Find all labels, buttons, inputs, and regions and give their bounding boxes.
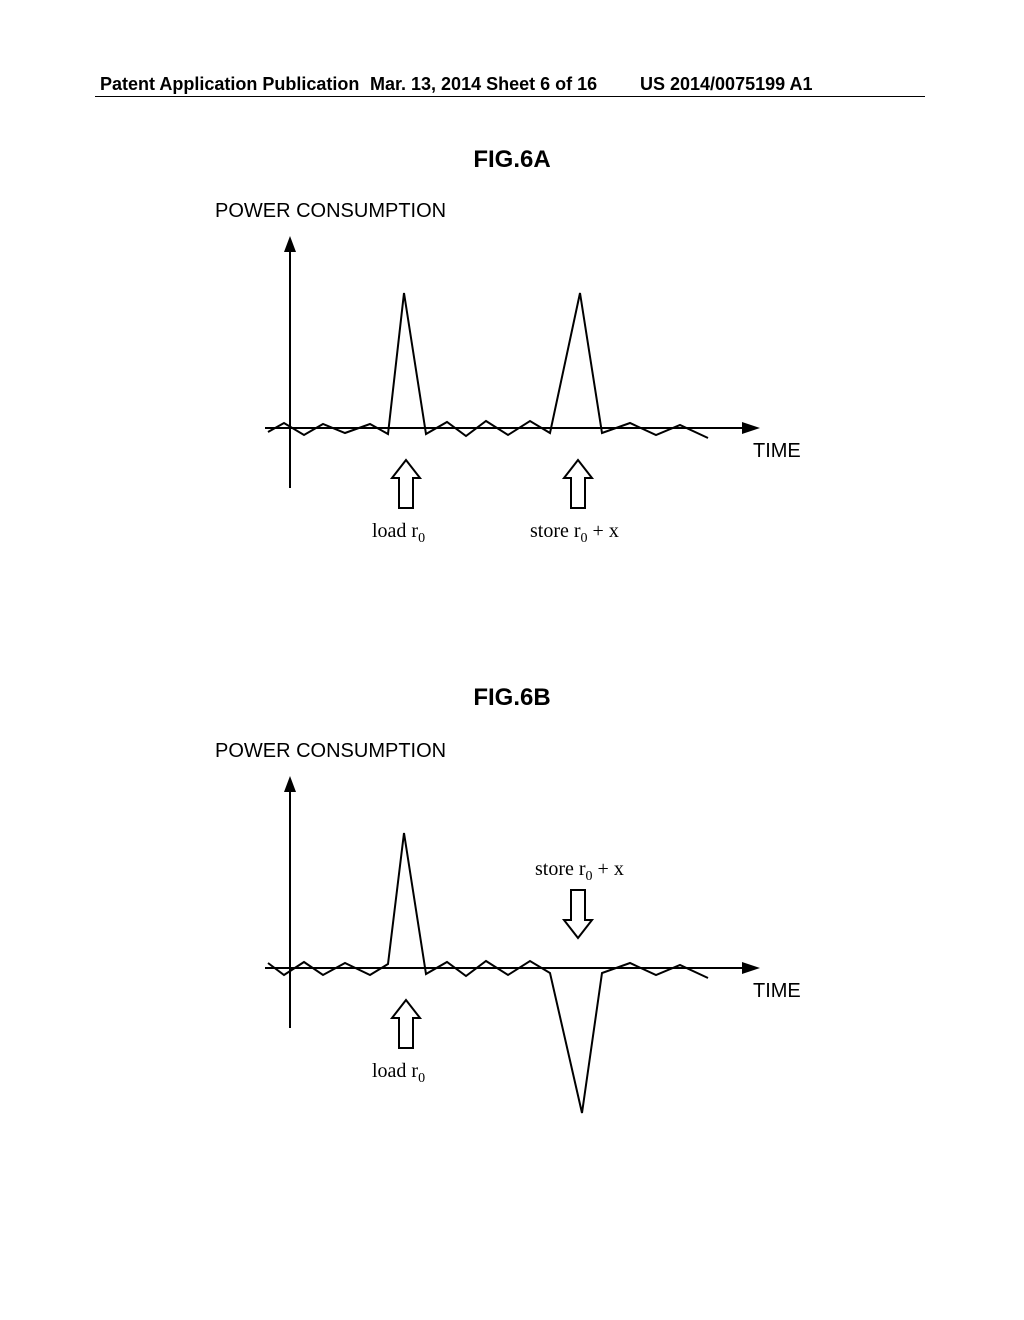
fig-a-annotation-store: store r0 + x [530,520,619,547]
fig-b-y-axis-label: POWER CONSUMPTION [215,740,446,763]
fig-b-annotation-store: store r0 + x [535,858,624,885]
header-rule [95,96,925,97]
header-right-text: US 2014/0075199 A1 [640,74,812,95]
fig-b-x-axis-label: TIME [753,980,801,1003]
fig-b-title: FIG.6B [0,684,1024,712]
fig-a-annotation-load: load r0 [372,520,425,547]
fig-a-title: FIG.6A [0,146,1024,174]
fig-b-annotation-load: load r0 [372,1060,425,1087]
fig-a-y-axis-label: POWER CONSUMPTION [215,200,446,223]
fig-a-x-axis-label: TIME [753,440,801,463]
header-left-text: Patent Application Publication [100,74,359,95]
header-center-text: Mar. 13, 2014 Sheet 6 of 16 [370,74,597,95]
fig-a-chart [220,228,780,568]
fig-b-chart [220,768,780,1168]
